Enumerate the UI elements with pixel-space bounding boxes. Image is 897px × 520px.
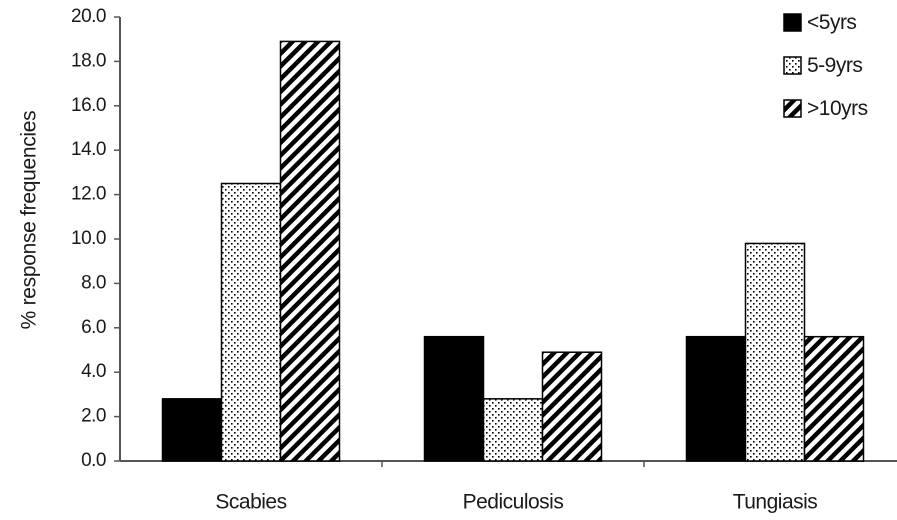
category-label: Scabies [215, 491, 286, 514]
legend-swatch [783, 13, 802, 32]
category-label: Pediculosis [463, 491, 564, 514]
bar-tungiasis-series-1 [685, 335, 747, 462]
category-label: Tungiasis [733, 491, 818, 514]
y-axis-title: % response frequencies [18, 111, 41, 330]
y-tick-label: 4.0 [81, 361, 106, 382]
y-tick-label: 12.0 [71, 184, 106, 205]
legend-swatch [783, 56, 802, 75]
y-tick-label: 16.0 [71, 95, 106, 116]
y-ticks: 0.0 2.0 4.0 6.0 8.0 10.0 12.0 14.0 16.0 18.0 20.0 [71, 6, 120, 471]
y-tick-label: 20.0 [71, 6, 106, 27]
y-axis-label: % response frequencies [18, 111, 41, 330]
legend-swatch [783, 99, 802, 118]
bar-scabies-series-2 [220, 182, 282, 462]
y-tick-label: 18.0 [71, 50, 106, 71]
legend-label: >10yrs [807, 97, 868, 120]
bars [161, 40, 865, 462]
bar-tungiasis-series-2 [744, 242, 806, 462]
bar-tungiasis-series-3 [803, 335, 865, 462]
y-tick-label: 0.0 [81, 450, 106, 471]
y-tick-label: 10.0 [71, 228, 106, 249]
legend-label: 5-9yrs [807, 54, 862, 77]
legend-label: <5yrs [807, 11, 856, 34]
category-labels: Scabies Pediculosis Tungiasis [215, 491, 817, 514]
y-tick-label: 8.0 [81, 272, 106, 293]
bar-scabies-series-1 [161, 398, 223, 462]
y-tick-label: 2.0 [81, 406, 106, 427]
bar-scabies-series-3 [279, 40, 341, 462]
y-tick-label: 6.0 [81, 317, 106, 338]
bar-pediculosis-series-3 [541, 351, 603, 462]
y-tick-label: 14.0 [71, 139, 106, 160]
bar-pediculosis-series-2 [482, 398, 544, 462]
bar-pediculosis-series-1 [423, 335, 485, 462]
legend: <5yrs 5-9yrs >10yrs [783, 11, 868, 120]
